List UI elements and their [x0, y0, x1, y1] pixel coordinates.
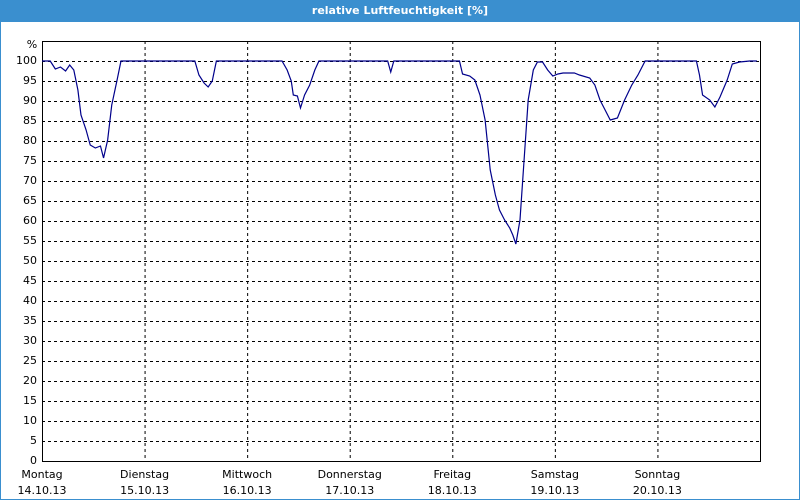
x-tick-label: Mittwoch — [222, 468, 272, 481]
x-tick-date: 18.10.13 — [428, 484, 477, 497]
x-tick-date: 14.10.13 — [18, 484, 67, 497]
y-tick-label: 80 — [23, 134, 37, 147]
y-tick-label: 40 — [23, 294, 37, 307]
title-bar — [0, 0, 800, 21]
y-tick-label: 50 — [23, 254, 37, 267]
y-tick-label: 45 — [23, 274, 37, 287]
x-tick-date: 20.10.13 — [633, 484, 682, 497]
y-tick-label: 85 — [23, 114, 37, 127]
y-tick-label: 60 — [23, 214, 37, 227]
y-tick-label: 10 — [23, 414, 37, 427]
chart-title: relative Luftfeuchtigkeit [%] — [312, 4, 488, 17]
y-tick-label: 95 — [23, 74, 37, 87]
x-tick-date: 19.10.13 — [530, 484, 579, 497]
y-unit-label: % — [27, 38, 37, 51]
y-tick-label: 0 — [30, 454, 37, 467]
plot-frame — [42, 41, 761, 462]
x-tick-label: Donnerstag — [318, 468, 382, 481]
data-line — [42, 60, 757, 245]
y-tick-label: 65 — [23, 194, 37, 207]
x-tick-label: Sonntag — [635, 468, 681, 481]
x-tick-label: Dienstag — [120, 468, 169, 481]
y-tick-label: 35 — [23, 314, 37, 327]
y-tick-label: 25 — [23, 354, 37, 367]
y-tick-label: 55 — [23, 234, 37, 247]
y-tick-label: 90 — [23, 94, 37, 107]
window-border — [0, 21, 800, 500]
y-tick-label: 75 — [23, 154, 37, 167]
y-tick-label: 70 — [23, 174, 37, 187]
x-tick-date: 15.10.13 — [120, 484, 169, 497]
y-tick-label: 20 — [23, 374, 37, 387]
x-tick-date: 17.10.13 — [325, 484, 374, 497]
y-tick-label: 5 — [30, 434, 37, 447]
y-tick-label: 30 — [23, 334, 37, 347]
x-tick-label: Montag — [21, 468, 62, 481]
x-tick-label: Samstag — [531, 468, 579, 481]
y-tick-label: 100 — [16, 54, 37, 67]
y-tick-label: 15 — [23, 394, 37, 407]
x-tick-date: 16.10.13 — [223, 484, 272, 497]
x-tick-label: Freitag — [433, 468, 471, 481]
